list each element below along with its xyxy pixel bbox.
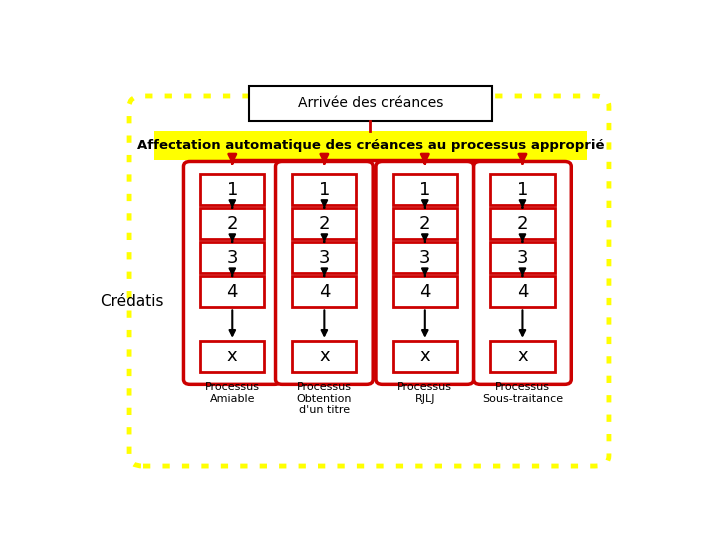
FancyBboxPatch shape	[154, 131, 587, 160]
Text: 3: 3	[227, 249, 238, 267]
FancyBboxPatch shape	[200, 341, 264, 372]
FancyBboxPatch shape	[200, 174, 264, 205]
Text: Processus
Amiable: Processus Amiable	[204, 382, 260, 404]
FancyBboxPatch shape	[200, 276, 264, 307]
Text: 1: 1	[517, 180, 528, 199]
Text: 2: 2	[517, 214, 528, 233]
Text: Arrivée des créances: Arrivée des créances	[297, 96, 443, 110]
Text: 3: 3	[517, 249, 528, 267]
Text: 3: 3	[419, 249, 431, 267]
FancyBboxPatch shape	[474, 161, 571, 384]
Text: Processus
RJLJ: Processus RJLJ	[397, 382, 452, 404]
Text: x: x	[227, 347, 238, 365]
FancyBboxPatch shape	[490, 242, 554, 273]
FancyBboxPatch shape	[292, 341, 356, 372]
Text: 4: 4	[419, 283, 431, 301]
Text: Processus
Sous-traitance: Processus Sous-traitance	[482, 382, 563, 404]
FancyBboxPatch shape	[292, 174, 356, 205]
FancyBboxPatch shape	[292, 276, 356, 307]
FancyBboxPatch shape	[490, 208, 554, 239]
FancyBboxPatch shape	[200, 242, 264, 273]
FancyBboxPatch shape	[490, 174, 554, 205]
FancyBboxPatch shape	[490, 341, 554, 372]
FancyBboxPatch shape	[392, 341, 457, 372]
FancyBboxPatch shape	[376, 161, 474, 384]
Text: 1: 1	[227, 180, 238, 199]
Text: x: x	[420, 347, 430, 365]
FancyBboxPatch shape	[292, 242, 356, 273]
FancyBboxPatch shape	[292, 208, 356, 239]
FancyBboxPatch shape	[490, 276, 554, 307]
Text: Crédatis: Crédatis	[100, 294, 163, 309]
FancyBboxPatch shape	[276, 161, 373, 384]
Text: 1: 1	[319, 180, 330, 199]
Text: 2: 2	[419, 214, 431, 233]
Text: 4: 4	[517, 283, 528, 301]
FancyBboxPatch shape	[392, 174, 457, 205]
FancyBboxPatch shape	[392, 242, 457, 273]
FancyBboxPatch shape	[392, 276, 457, 307]
Text: Processus
Obtention
d'un titre: Processus Obtention d'un titre	[297, 382, 352, 415]
Text: 3: 3	[319, 249, 330, 267]
Text: 1: 1	[419, 180, 431, 199]
FancyBboxPatch shape	[249, 85, 492, 121]
Text: 4: 4	[227, 283, 238, 301]
FancyBboxPatch shape	[392, 208, 457, 239]
Text: 4: 4	[319, 283, 330, 301]
Text: Affectation automatique des créances au processus approprié: Affectation automatique des créances au …	[137, 139, 604, 152]
Text: x: x	[319, 347, 330, 365]
Text: 2: 2	[319, 214, 330, 233]
FancyBboxPatch shape	[200, 208, 264, 239]
Text: 2: 2	[227, 214, 238, 233]
FancyBboxPatch shape	[184, 161, 281, 384]
Text: x: x	[517, 347, 528, 365]
